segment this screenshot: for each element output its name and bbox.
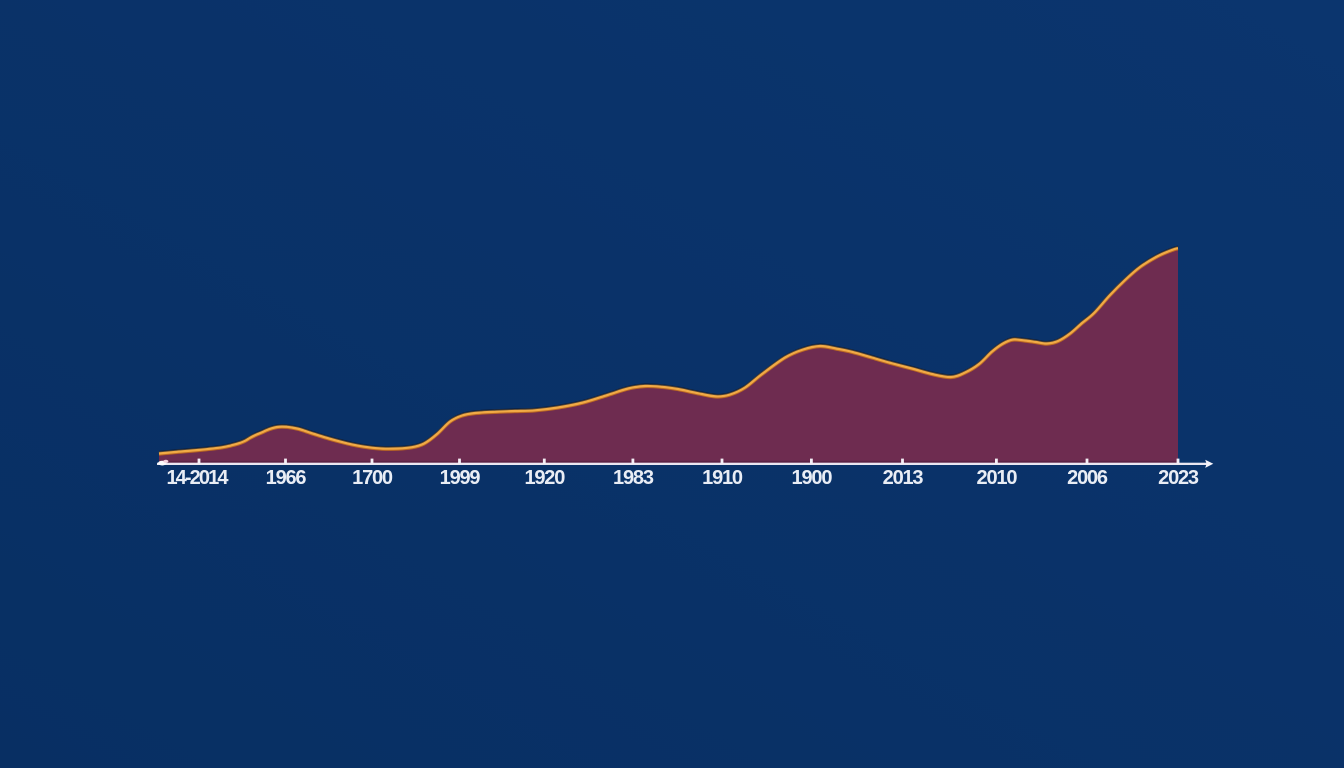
svg-text:14-2014: 14-2014 [166, 467, 229, 489]
svg-text:1983: 1983 [613, 467, 654, 489]
svg-text:1920: 1920 [524, 467, 565, 489]
svg-text:2010: 2010 [977, 467, 1018, 489]
svg-text:2006: 2006 [1067, 467, 1108, 489]
svg-text:1700: 1700 [352, 467, 393, 489]
svg-text:2013: 2013 [883, 467, 924, 489]
svg-text:2023: 2023 [1158, 467, 1199, 489]
svg-text:1999: 1999 [440, 467, 481, 489]
svg-text:1966: 1966 [266, 467, 307, 489]
svg-text:1900: 1900 [792, 467, 833, 489]
svg-text:1910: 1910 [702, 467, 743, 489]
